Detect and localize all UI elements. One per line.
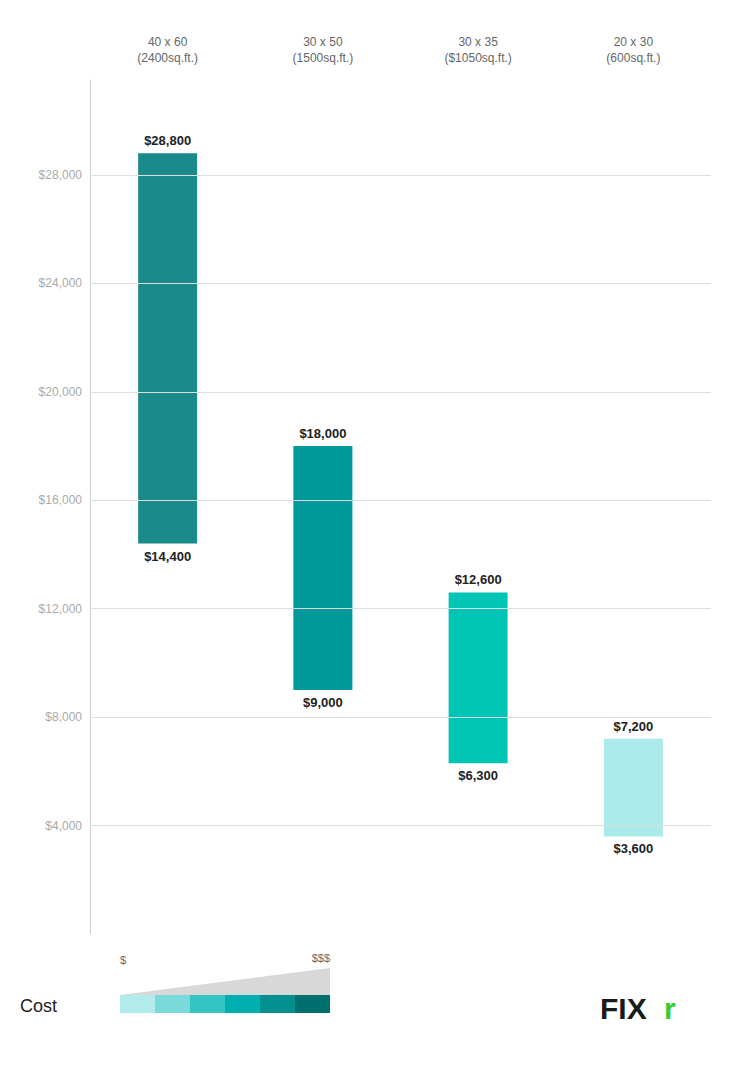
- svg-text:$28,000: $28,000: [39, 168, 83, 182]
- svg-text:$20,000: $20,000: [39, 385, 83, 399]
- svg-text:$: $: [120, 954, 126, 966]
- svg-text:20 x 30: 20 x 30: [614, 35, 654, 49]
- svg-text:Cost: Cost: [20, 996, 57, 1016]
- svg-text:$$$: $$$: [312, 952, 330, 964]
- svg-text:$16,000: $16,000: [39, 493, 83, 507]
- svg-text:30 x 50: 30 x 50: [303, 35, 343, 49]
- svg-text:r: r: [664, 992, 676, 1025]
- svg-text:($1050sq.ft.): ($1050sq.ft.): [444, 51, 511, 65]
- svg-text:FIX: FIX: [600, 992, 647, 1025]
- svg-text:$3,600: $3,600: [613, 841, 653, 856]
- svg-text:$14,400: $14,400: [144, 549, 191, 564]
- svg-text:$7,200: $7,200: [613, 719, 653, 734]
- svg-text:(1500sq.ft.): (1500sq.ft.): [293, 51, 354, 65]
- svg-text:$24,000: $24,000: [39, 276, 83, 290]
- svg-text:$6,300: $6,300: [458, 768, 498, 783]
- svg-text:$12,000: $12,000: [39, 602, 83, 616]
- svg-text:(600sq.ft.): (600sq.ft.): [606, 51, 660, 65]
- svg-text:$12,600: $12,600: [455, 572, 502, 587]
- svg-text:$18,000: $18,000: [299, 426, 346, 441]
- svg-text:(2400sq.ft.): (2400sq.ft.): [137, 51, 198, 65]
- svg-text:$8,000: $8,000: [45, 710, 82, 724]
- svg-text:$28,800: $28,800: [144, 133, 191, 148]
- svg-text:$4,000: $4,000: [45, 819, 82, 833]
- svg-text:40 x 60: 40 x 60: [148, 35, 188, 49]
- svg-text:30 x 35: 30 x 35: [458, 35, 498, 49]
- svg-text:$9,000: $9,000: [303, 695, 343, 710]
